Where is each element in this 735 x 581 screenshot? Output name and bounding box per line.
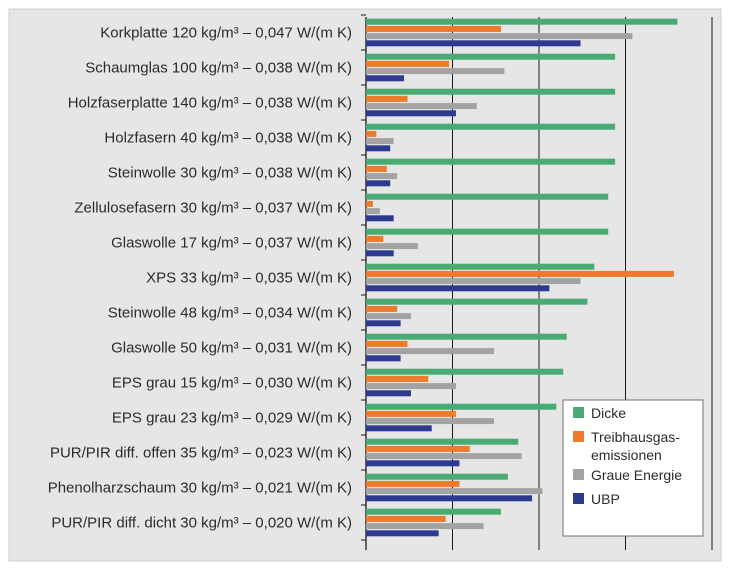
legend-box — [562, 399, 704, 537]
bar-treibhausgasemissionen — [366, 480, 460, 487]
bar-ubp — [366, 75, 405, 82]
bar-treibhausgasemissionen — [366, 515, 446, 522]
bar-graueenergie — [366, 383, 456, 390]
bar-dicke — [366, 123, 616, 130]
category-label: PUR/PIR diff. dicht 30 kg/m³ – 0,020 W/(… — [51, 515, 352, 532]
bar-dicke — [366, 473, 508, 480]
bar-ubp — [366, 495, 533, 502]
bar-ubp — [366, 145, 391, 152]
bar-dicke — [366, 438, 519, 445]
bar-graueenergie — [366, 33, 633, 40]
bar-treibhausgasemissionen — [366, 165, 387, 172]
bar-treibhausgasemissionen — [366, 445, 470, 452]
category-label: EPS grau 23 kg/m³ – 0,029 W/(m K) — [112, 410, 352, 427]
bar-treibhausgasemissionen — [366, 340, 408, 347]
legend-swatch — [573, 407, 584, 418]
bar-treibhausgasemissionen — [366, 305, 398, 312]
bar-ubp — [366, 320, 401, 327]
bar-ubp — [366, 180, 391, 187]
bar-dicke — [366, 53, 616, 60]
bar-graueenergie — [366, 68, 505, 75]
category-label: PUR/PIR diff. offen 35 kg/m³ – 0,023 W/(… — [50, 445, 352, 462]
category-label: Glaswolle 50 kg/m³ – 0,031 W/(m K) — [111, 340, 352, 357]
category-label: Steinwolle 30 kg/m³ – 0,038 W/(m K) — [108, 165, 352, 182]
legend-swatch — [573, 469, 584, 480]
bar-ubp — [366, 40, 581, 47]
bar-graueenergie — [366, 278, 581, 285]
category-label: Zellulosefasern 30 kg/m³ – 0,037 W/(m K) — [74, 200, 352, 217]
bar-dicke — [366, 228, 609, 235]
bar-treibhausgasemissionen — [366, 130, 377, 137]
bar-graueenergie — [366, 348, 495, 355]
category-label: Phenolharzschaum 30 kg/m³ – 0,021 W/(m K… — [48, 480, 352, 497]
category-label: Glaswolle 17 kg/m³ – 0,037 W/(m K) — [111, 235, 352, 252]
legend-label: UBP — [591, 491, 620, 507]
bar-treibhausgasemissionen — [366, 200, 373, 207]
bar-graueenergie — [366, 523, 484, 530]
legend-label: Dicke — [591, 405, 626, 421]
bar-dicke — [366, 368, 564, 375]
bar-graueenergie — [366, 243, 418, 250]
category-label: Korkplatte 120 kg/m³ – 0,047 W/(m K) — [100, 25, 352, 42]
bar-ubp — [366, 460, 460, 467]
bar-ubp — [366, 355, 401, 362]
bar-dicke — [366, 333, 567, 340]
bar-treibhausgasemissionen — [366, 235, 384, 242]
bar-treibhausgasemissionen — [366, 25, 501, 32]
category-label: EPS grau 15 kg/m³ – 0,030 W/(m K) — [112, 375, 352, 392]
bar-dicke — [366, 193, 609, 200]
bar-graueenergie — [366, 313, 411, 320]
bar-treibhausgasemissionen — [366, 60, 450, 67]
bar-treibhausgasemissionen — [366, 375, 429, 382]
category-label: Schaumglas 100 kg/m³ – 0,038 W/(m K) — [85, 60, 352, 77]
bar-ubp — [366, 425, 432, 432]
bar-dicke — [366, 18, 678, 25]
bar-dicke — [366, 263, 595, 270]
category-label: Steinwolle 48 kg/m³ – 0,034 W/(m K) — [108, 305, 352, 322]
bar-dicke — [366, 158, 616, 165]
bar-ubp — [366, 110, 456, 117]
bar-dicke — [366, 508, 501, 515]
bar-ubp — [366, 285, 550, 292]
bar-graueenergie — [366, 453, 522, 460]
category-label: Holzfasern 40 kg/m³ – 0,038 W/(m K) — [104, 130, 352, 147]
legend-swatch — [573, 493, 584, 504]
bar-ubp — [366, 530, 439, 537]
bar-graueenergie — [366, 103, 477, 110]
legend-swatch — [573, 431, 584, 442]
category-label: XPS 33 kg/m³ – 0,035 W/(m K) — [146, 270, 352, 287]
bar-graueenergie — [366, 488, 543, 495]
bar-treibhausgasemissionen — [366, 270, 674, 277]
bar-dicke — [366, 88, 616, 95]
bar-graueenergie — [366, 208, 380, 215]
bar-dicke — [366, 298, 588, 305]
legend-label: Graue Energie — [591, 467, 682, 483]
bar-ubp — [366, 215, 394, 222]
category-label: Holzfaserplatte 140 kg/m³ – 0,038 W/(m K… — [68, 95, 352, 112]
legend-label: Treibhausgas-emissionen — [591, 429, 680, 463]
bar-graueenergie — [366, 138, 394, 145]
bar-dicke — [366, 403, 557, 410]
bar-treibhausgasemissionen — [366, 410, 456, 417]
bar-ubp — [366, 250, 394, 257]
bar-ubp — [366, 390, 411, 397]
bar-graueenergie — [366, 418, 495, 425]
bar-graueenergie — [366, 173, 398, 180]
bar-treibhausgasemissionen — [366, 95, 408, 102]
